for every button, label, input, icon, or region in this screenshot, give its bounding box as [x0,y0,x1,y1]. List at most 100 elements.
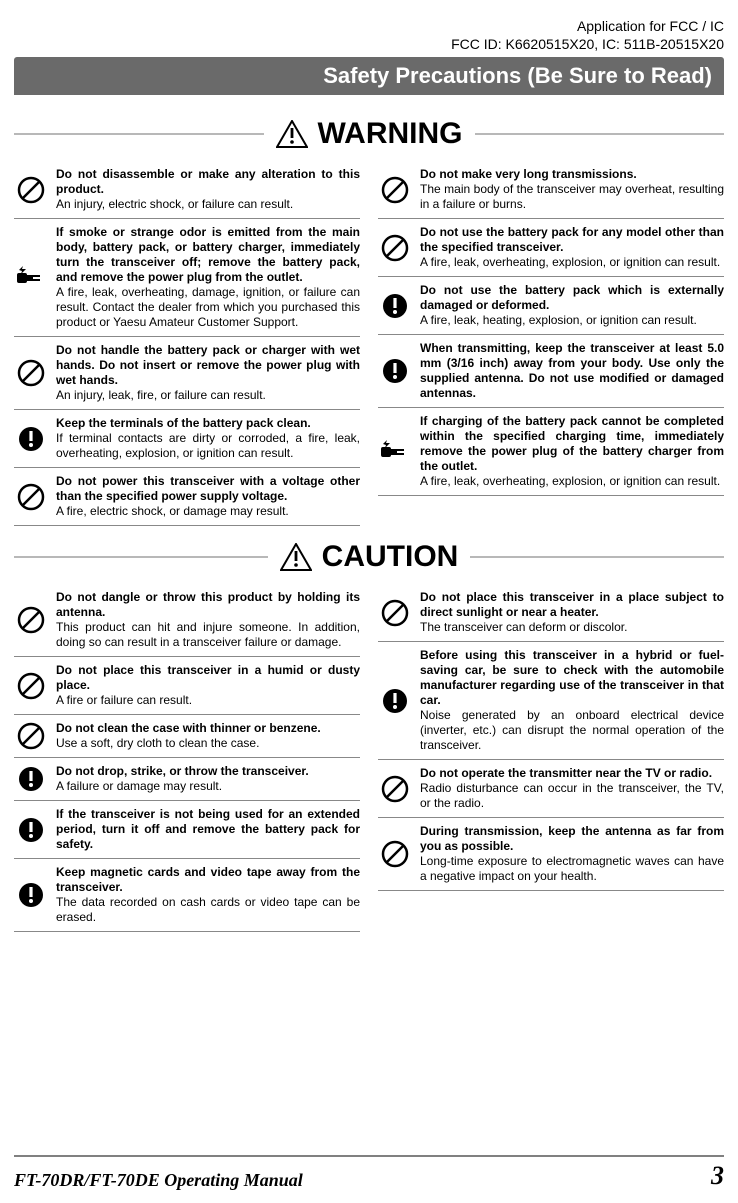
safety-item: Do not place this transceiver in a place… [378,584,724,642]
prohibit-icon [14,343,48,403]
unplug-icon [14,225,48,330]
warning-label-wrap: WARNING [264,117,475,151]
safety-item-rest: A fire, leak, overheating, explosion, or… [420,474,724,489]
caution-col-right: Do not place this transceiver in a place… [378,584,724,932]
mandatory-icon [14,865,48,925]
safety-item-bold: If charging of the battery pack cannot b… [420,414,724,474]
safety-item-bold: Keep the terminals of the battery pack c… [56,416,360,431]
page-number: 3 [711,1161,724,1191]
caution-columns: Do not dangle or throw this product by h… [14,584,724,932]
safety-item-text: Do not use the battery pack which is ext… [420,283,724,328]
safety-item-text: Do not disassemble or make any alteratio… [56,167,360,212]
manual-title: FT-70DR/FT-70DE Operating Manual [14,1170,303,1191]
safety-item: Do not dangle or throw this product by h… [14,584,360,657]
safety-item-text: Keep the terminals of the battery pack c… [56,416,360,461]
mandatory-icon [378,341,412,401]
prohibit-icon [14,167,48,212]
safety-item: Keep the terminals of the battery pack c… [14,410,360,468]
safety-item-rest: If terminal contacts are dirty or corrod… [56,431,360,461]
safety-item-text: Do not operate the transmitter near the … [420,766,724,811]
safety-item-rest: Long-time exposure to electromagnetic wa… [420,854,724,884]
unplug-icon [378,414,412,489]
safety-item-bold: Do not drop, strike, or throw the transc… [56,764,360,779]
safety-item-text: Do not place this transceiver in a humid… [56,663,360,708]
safety-item-text: Do not drop, strike, or throw the transc… [56,764,360,794]
safety-item: Do not use the battery pack for any mode… [378,219,724,277]
warning-col-left: Do not disassemble or make any alteratio… [14,161,360,526]
safety-item-bold: During transmission, keep the antenna as… [420,824,724,854]
safety-item: Do not power this transceiver with a vol… [14,468,360,526]
safety-item: Do not disassemble or make any alteratio… [14,161,360,219]
safety-item-bold: When transmitting, keep the transceiver … [420,341,724,401]
safety-item-rest: The transceiver can deform or discolor. [420,620,724,635]
safety-item: If the transceiver is not being used for… [14,801,360,859]
top-note: Application for FCC / IC FCC ID: K662051… [14,18,724,53]
safety-item-bold: Do not disassemble or make any alteratio… [56,167,360,197]
prohibit-icon [14,590,48,650]
safety-item-text: When transmitting, keep the transceiver … [420,341,724,401]
safety-item-rest: Radio disturbance can occur in the trans… [420,781,724,811]
safety-item-bold: Do not make very long transmissions. [420,167,724,182]
safety-item-rest: A fire, leak, heating, explosion, or ign… [420,313,724,328]
safety-item-text: Do not place this transceiver in a place… [420,590,724,635]
safety-item-text: Do not make very long transmissions.The … [420,167,724,212]
warning-col-right: Do not make very long transmissions.The … [378,161,724,526]
safety-item: Do not handle the battery pack or charge… [14,337,360,410]
safety-item-bold: Do not dangle or throw this product by h… [56,590,360,620]
safety-item-text: Do not use the battery pack for any mode… [420,225,724,270]
safety-item-bold: Do not use the battery pack which is ext… [420,283,724,313]
safety-item-rest: The data recorded on cash cards or video… [56,895,360,925]
safety-item: Keep magnetic cards and video tape away … [14,859,360,932]
safety-item-text: If the transceiver is not being used for… [56,807,360,852]
top-note-line2: FCC ID: K6620515X20, IC: 511B-20515X20 [451,36,724,52]
safety-item-rest: A fire or failure can result. [56,693,360,708]
safety-item-text: If smoke or strange odor is emitted from… [56,225,360,330]
safety-item: Do not drop, strike, or throw the transc… [14,758,360,801]
page: Application for FCC / IC FCC ID: K662051… [0,0,738,1203]
safety-item-rest: A fire, leak, overheating, damage, ignit… [56,285,360,330]
mandatory-icon [378,283,412,328]
safety-item-bold: If the transceiver is not being used for… [56,807,360,852]
title-bar: Safety Precautions (Be Sure to Read) [14,57,724,95]
safety-item-text: Before using this transceiver in a hybri… [420,648,724,753]
prohibit-icon [14,474,48,519]
caution-col-left: Do not dangle or throw this product by h… [14,584,360,932]
safety-item: Before using this transceiver in a hybri… [378,642,724,760]
safety-item-bold: Do not use the battery pack for any mode… [420,225,724,255]
prohibit-icon [378,225,412,270]
safety-item: If charging of the battery pack cannot b… [378,408,724,496]
caution-label: CAUTION [322,540,459,574]
safety-item-bold: Do not operate the transmitter near the … [420,766,724,781]
safety-item-text: If charging of the battery pack cannot b… [420,414,724,489]
prohibit-icon [378,167,412,212]
mandatory-icon [14,764,48,794]
safety-item-bold: Do not place this transceiver in a humid… [56,663,360,693]
safety-item: Do not clean the case with thinner or be… [14,715,360,758]
safety-item: Do not use the battery pack which is ext… [378,277,724,335]
safety-item-bold: Do not power this transceiver with a vol… [56,474,360,504]
safety-item: During transmission, keep the antenna as… [378,818,724,891]
safety-item: Do not place this transceiver in a humid… [14,657,360,715]
spacer [14,932,724,1145]
safety-item: If smoke or strange odor is emitted from… [14,219,360,337]
safety-item-text: During transmission, keep the antenna as… [420,824,724,884]
warning-triangle-icon [276,120,308,148]
safety-item-bold: Do not clean the case with thinner or be… [56,721,360,736]
rule-right [475,133,725,135]
safety-item: Do not make very long transmissions.The … [378,161,724,219]
caution-heading: CAUTION [14,540,724,574]
prohibit-icon [378,766,412,811]
top-note-line1: Application for FCC / IC [577,18,724,34]
mandatory-icon [14,416,48,461]
prohibit-icon [378,824,412,884]
safety-item-bold: Keep magnetic cards and video tape away … [56,865,360,895]
safety-item-rest: This product can hit and injure someone.… [56,620,360,650]
rule-left [14,133,264,135]
footer: FT-70DR/FT-70DE Operating Manual 3 [14,1155,724,1203]
safety-item-bold: Before using this transceiver in a hybri… [420,648,724,708]
safety-item-rest: A failure or damage may result. [56,779,360,794]
safety-item-bold: Do not place this transceiver in a place… [420,590,724,620]
safety-item-rest: Use a soft, dry cloth to clean the case. [56,736,360,751]
safety-item-text: Do not clean the case with thinner or be… [56,721,360,751]
safety-item-rest: A fire, electric shock, or damage may re… [56,504,360,519]
